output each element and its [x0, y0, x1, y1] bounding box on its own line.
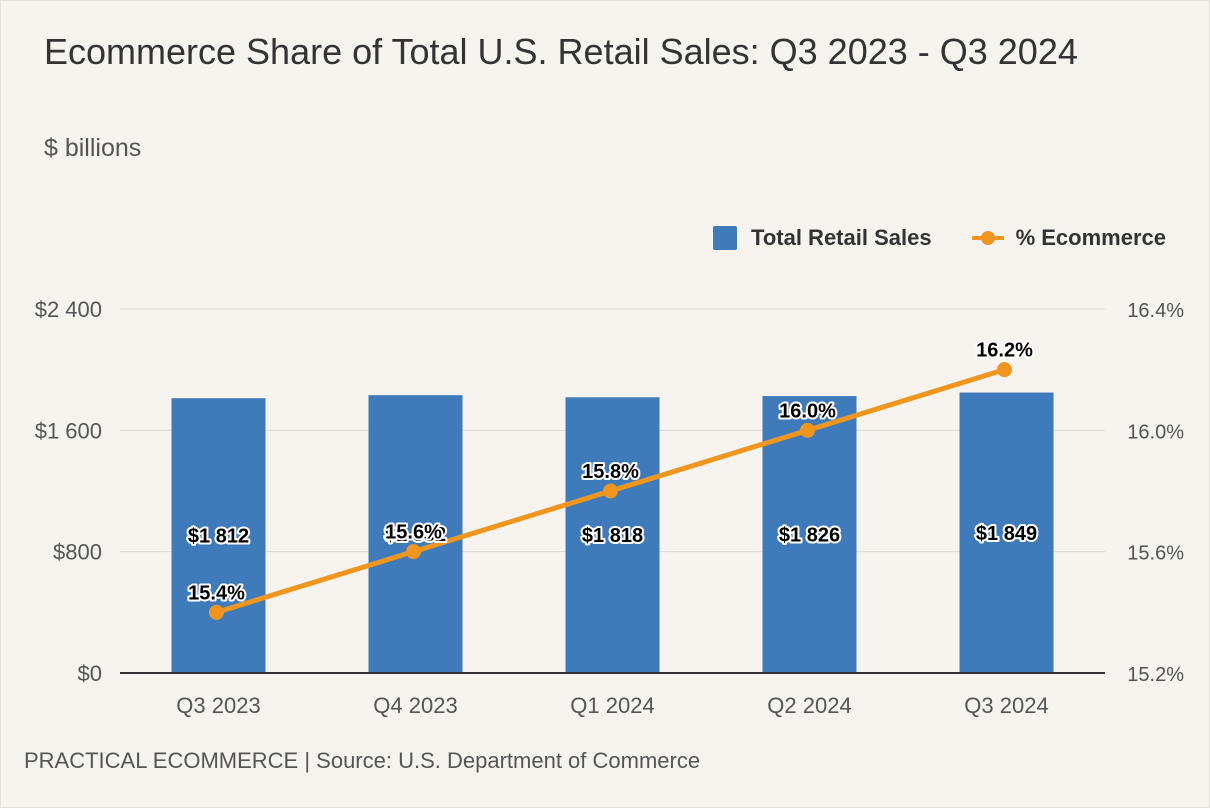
y-right-tick-label: 16.4% — [1127, 300, 1184, 322]
bar-value-label: $1 818 — [582, 525, 643, 547]
data-labels: $1 812 $1 832 $1 818 $1 826 $1 849 15.4% 15.6%… — [186, 338, 1039, 607]
line-point — [406, 544, 421, 560]
combo-chart: $0 $800 $1 600 $2 400 15.2% 15.6% 16.0% 16.4% Q3… — [35, 297, 1185, 718]
line-value-label: 16.2% — [976, 340, 1033, 362]
chart-footer-source: PRACTICAL ECOMMERCE | Source: U.S. Depar… — [24, 748, 701, 773]
x-tick-label: Q2 2024 — [767, 693, 851, 718]
bar-value-label: $1 812 — [188, 526, 249, 548]
bar — [565, 397, 660, 673]
bar — [762, 396, 857, 673]
line-value-label: 15.6% — [385, 522, 442, 544]
bar-value-label: $1 832 — [385, 524, 446, 546]
bar-value-label: $1 849 — [976, 523, 1037, 545]
line-point — [800, 422, 815, 438]
legend-item-total-retail-sales[interactable]: Total Retail Sales — [713, 225, 932, 251]
y-left-tick-label: $0 — [78, 661, 102, 686]
line-value-label: 15.4% — [188, 582, 245, 604]
line-point — [997, 362, 1012, 378]
x-tick-label: Q3 2024 — [964, 693, 1048, 718]
y-right-tick-label: 15.2% — [1127, 664, 1184, 686]
legend-label-ecommerce: % Ecommerce — [1015, 225, 1166, 250]
y-left-tick-label: $1 600 — [35, 418, 102, 443]
line-value-label: 15.8% — [582, 461, 639, 483]
x-tick-label: Q3 2023 — [176, 693, 260, 718]
axes: $0 $800 $1 600 $2 400 15.2% 15.6% 16.0% 16.4% Q3… — [35, 297, 1185, 718]
legend-item-ecommerce[interactable]: % Ecommerce — [971, 225, 1166, 251]
y-left-tick-label: $800 — [53, 540, 102, 565]
line-series — [209, 362, 1012, 620]
bar — [959, 392, 1054, 673]
chart-legend: Total Retail Sales % Ecommerce — [673, 225, 1166, 251]
y-right-tick-label: 16.0% — [1127, 421, 1184, 443]
bar — [171, 398, 266, 673]
x-tick-label: Q4 2023 — [373, 693, 457, 718]
legend-line-marker-icon — [971, 231, 1004, 245]
legend-bar-swatch-icon — [713, 226, 738, 250]
y-left-tick-label: $2 400 — [35, 297, 102, 322]
line-point — [603, 483, 618, 499]
chart-subtitle: $ billions — [44, 134, 142, 162]
bar — [368, 395, 463, 673]
line-value-label: 16.0% — [779, 400, 836, 422]
chart-title: Ecommerce Share of Total U.S. Retail Sal… — [44, 31, 1078, 72]
x-tick-label: Q1 2024 — [570, 693, 654, 718]
legend-label-total-retail-sales: Total Retail Sales — [751, 225, 932, 250]
bar-value-label: $1 826 — [779, 525, 840, 547]
bar-series — [171, 392, 1054, 673]
y-right-tick-label: 15.6% — [1127, 543, 1184, 565]
line-point — [209, 604, 224, 620]
